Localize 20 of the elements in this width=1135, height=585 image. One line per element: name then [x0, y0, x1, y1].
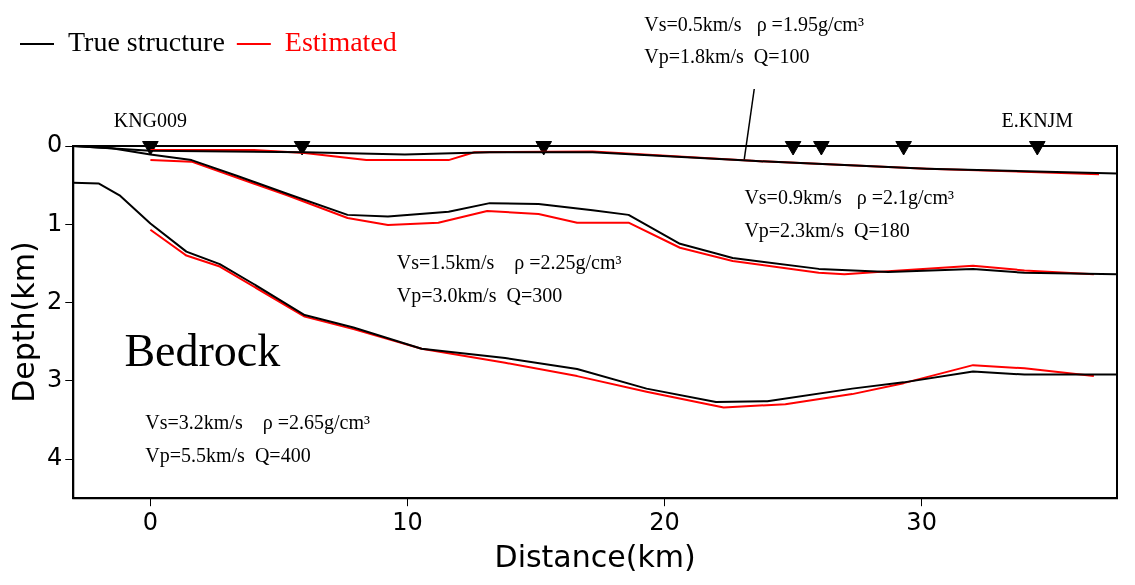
x-axis-title: Distance(km): [494, 538, 696, 574]
annotation: Vs=1.5km/s ρ =2.25g/cm³ Vp=3.0km/s Q=300: [396, 250, 622, 307]
y-tick-label: 3: [46, 365, 63, 394]
legend-label: Estimated: [284, 26, 397, 58]
y-tick-label: 4: [46, 443, 63, 472]
annotation: Bedrock: [124, 324, 281, 376]
y-axis-title: Depth(km): [5, 241, 41, 403]
data-label: KNG009: [113, 109, 188, 132]
y-tick-label: 2: [46, 286, 63, 315]
annotation: Vs=0.9km/s ρ =2.1g/cm³ Vp=2.3km/s Q=180: [744, 186, 955, 243]
x-tick-label: 0: [142, 507, 159, 536]
y-tick-label: 1: [46, 208, 63, 237]
x-tick-label: 20: [649, 507, 680, 536]
annotation: Vs=0.5km/s ρ =1.95g/cm³ Vp=1.8km/s Q=100: [644, 13, 864, 69]
legend-label: True structure: [68, 26, 225, 58]
y-tick-label: 0: [46, 130, 63, 159]
data-label: E.KNJM: [1001, 109, 1074, 132]
x-tick-label: 30: [906, 507, 937, 536]
annotation: Vs=3.2km/s ρ =2.65g/cm³ Vp=5.5km/s Q=400: [145, 411, 370, 468]
x-tick-label: 10: [392, 507, 423, 536]
